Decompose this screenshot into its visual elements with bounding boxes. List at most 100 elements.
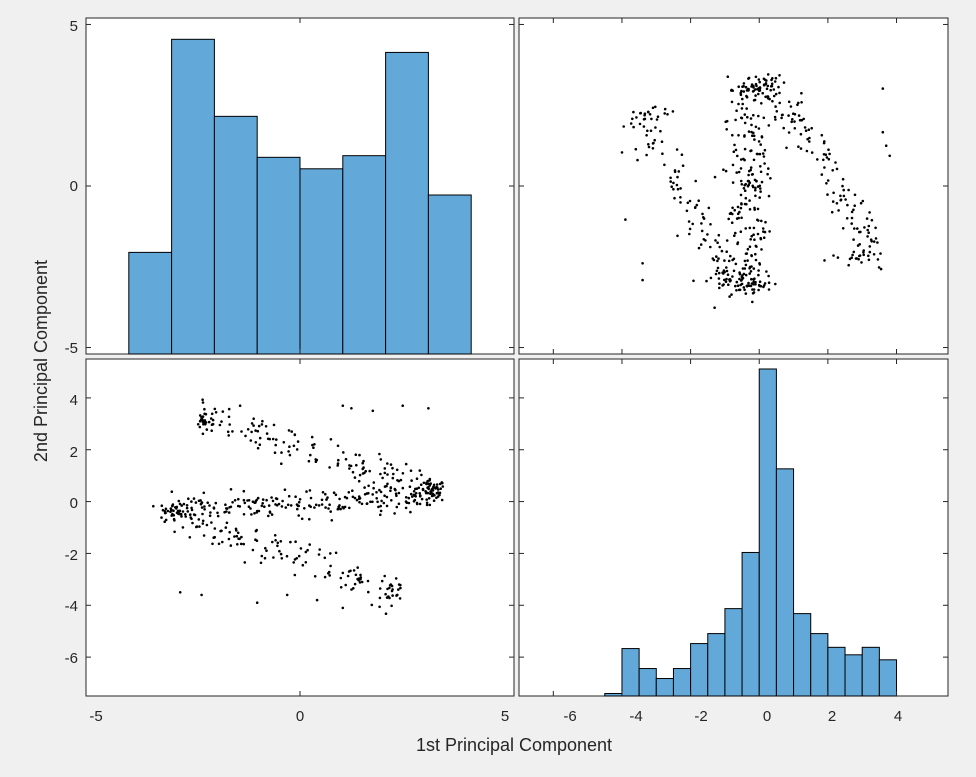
tr-scatter-point bbox=[774, 92, 778, 96]
tr-scatter-point bbox=[767, 194, 771, 198]
bl-scatter-point bbox=[407, 501, 411, 505]
bl-scatter-point bbox=[385, 504, 389, 508]
br-xtick-label-4: 4 bbox=[894, 708, 902, 725]
bl-scatter-point bbox=[212, 506, 216, 510]
bl-scatter-point bbox=[404, 462, 408, 466]
bl-scatter-point bbox=[254, 538, 257, 541]
bl-scatter-point bbox=[190, 508, 194, 512]
tr-scatter-point bbox=[692, 279, 695, 283]
bl-scatter-point bbox=[238, 404, 242, 408]
bl-scatter-point bbox=[279, 540, 283, 543]
tr-scatter-point bbox=[677, 170, 681, 173]
bl-scatter-point bbox=[395, 594, 398, 597]
tr-scatter-point bbox=[756, 232, 760, 236]
bl-scatter-point bbox=[384, 592, 387, 596]
tr-scatter-point bbox=[760, 180, 764, 184]
tr-scatter-point bbox=[724, 120, 727, 124]
bl-scatter-point bbox=[284, 506, 288, 509]
tr-scatter-point bbox=[737, 134, 740, 137]
tr-scatter-point bbox=[763, 282, 767, 285]
bl-scatter-point bbox=[268, 511, 272, 514]
bl-scatter-point bbox=[436, 495, 440, 498]
tr-scatter-point bbox=[759, 190, 762, 193]
tr-scatter-point bbox=[850, 210, 854, 214]
bl-scatter-point bbox=[191, 521, 194, 525]
bl-scatter-point bbox=[415, 502, 419, 506]
bl-scatter-point bbox=[243, 561, 247, 564]
tr-scatter-point bbox=[757, 273, 760, 277]
bl-scatter-point bbox=[305, 490, 308, 493]
tr-scatter-point bbox=[740, 89, 743, 93]
bl-scatter-point bbox=[337, 458, 340, 462]
bl-scatter-point bbox=[186, 510, 190, 513]
bl-scatter-point bbox=[256, 496, 260, 500]
tr-scatter-point bbox=[746, 247, 750, 251]
tr-scatter-point bbox=[773, 115, 777, 119]
bl-scatter-point bbox=[236, 543, 239, 546]
tr-scatter-point bbox=[744, 292, 748, 295]
tr-scatter-point bbox=[745, 107, 748, 110]
bl-scatter-point bbox=[420, 497, 424, 501]
bl-scatter-point bbox=[418, 502, 422, 506]
bl-scatter-point bbox=[181, 526, 185, 529]
bl-scatter-point bbox=[257, 424, 261, 428]
bl-scatter-point bbox=[390, 589, 394, 593]
bl-scatter-point bbox=[381, 476, 384, 480]
tl-histogram-bar bbox=[213, 115, 258, 355]
tr-scatter-point bbox=[758, 196, 761, 199]
tr-scatter-point bbox=[759, 236, 762, 240]
tr-scatter-point bbox=[770, 82, 774, 86]
bl-scatter-point bbox=[427, 497, 431, 500]
bl-scatter-point bbox=[424, 491, 428, 495]
bl-scatter-point bbox=[256, 446, 260, 450]
tr-scatter-point bbox=[800, 101, 803, 104]
br-histogram-bar bbox=[724, 608, 743, 697]
br-histogram-bar bbox=[793, 613, 812, 697]
bl-scatter-point bbox=[249, 439, 253, 442]
tr-scatter-point bbox=[822, 141, 826, 145]
bl-scatter-point bbox=[295, 448, 299, 451]
bl-scatter-point bbox=[277, 502, 281, 506]
tr-scatter-point bbox=[736, 242, 739, 246]
bl-scatter-point bbox=[338, 497, 341, 501]
bl-scatter-point bbox=[344, 457, 348, 461]
bl-scatter-point bbox=[270, 496, 273, 499]
bl-scatter-point bbox=[425, 501, 429, 505]
tr-scatter-point bbox=[676, 234, 679, 238]
tr-scatter-point bbox=[740, 202, 743, 205]
tr-scatter-point bbox=[752, 226, 756, 230]
tr-scatter-point bbox=[725, 250, 728, 253]
tr-scatter-point bbox=[700, 229, 704, 233]
bl-scatter-point bbox=[346, 574, 350, 578]
tr-scatter-point bbox=[751, 288, 754, 291]
bl-scatter-point bbox=[211, 418, 215, 422]
tr-scatter-point bbox=[739, 206, 743, 210]
bl-scatter-point bbox=[314, 503, 318, 507]
bl-scatter-point bbox=[369, 500, 372, 504]
tr-scatter-point bbox=[754, 75, 758, 79]
tr-scatter-point bbox=[734, 262, 738, 266]
bl-scatter-point bbox=[201, 512, 204, 516]
bl-scatter-point bbox=[372, 486, 375, 490]
bl-scatter-point bbox=[378, 452, 381, 456]
tr-scatter-point bbox=[758, 184, 762, 188]
bl-scatter-point bbox=[164, 511, 167, 515]
bl-xtick-label-neg5: -5 bbox=[89, 708, 102, 725]
bl-scatter-point bbox=[339, 576, 343, 580]
tr-scatter-point bbox=[755, 84, 758, 88]
bl-scatter-point bbox=[213, 407, 217, 411]
bl-scatter-point bbox=[358, 473, 362, 477]
tr-scatter-point bbox=[872, 253, 876, 256]
bl-scatter-point bbox=[300, 517, 304, 521]
bl-scatter-point bbox=[386, 482, 389, 486]
tr-scatter-point bbox=[737, 170, 741, 174]
bl-scatter-point bbox=[171, 504, 174, 508]
tr-scatter-point bbox=[747, 173, 750, 177]
tr-scatter-point bbox=[656, 115, 660, 118]
tl-histogram-bar bbox=[128, 251, 173, 355]
tr-scatter-point bbox=[743, 288, 746, 292]
bl-scatter-point bbox=[327, 572, 330, 575]
tr-scatter-point bbox=[671, 110, 675, 113]
tr-scatter-point bbox=[731, 133, 734, 137]
bl-scatter-point bbox=[198, 525, 201, 528]
